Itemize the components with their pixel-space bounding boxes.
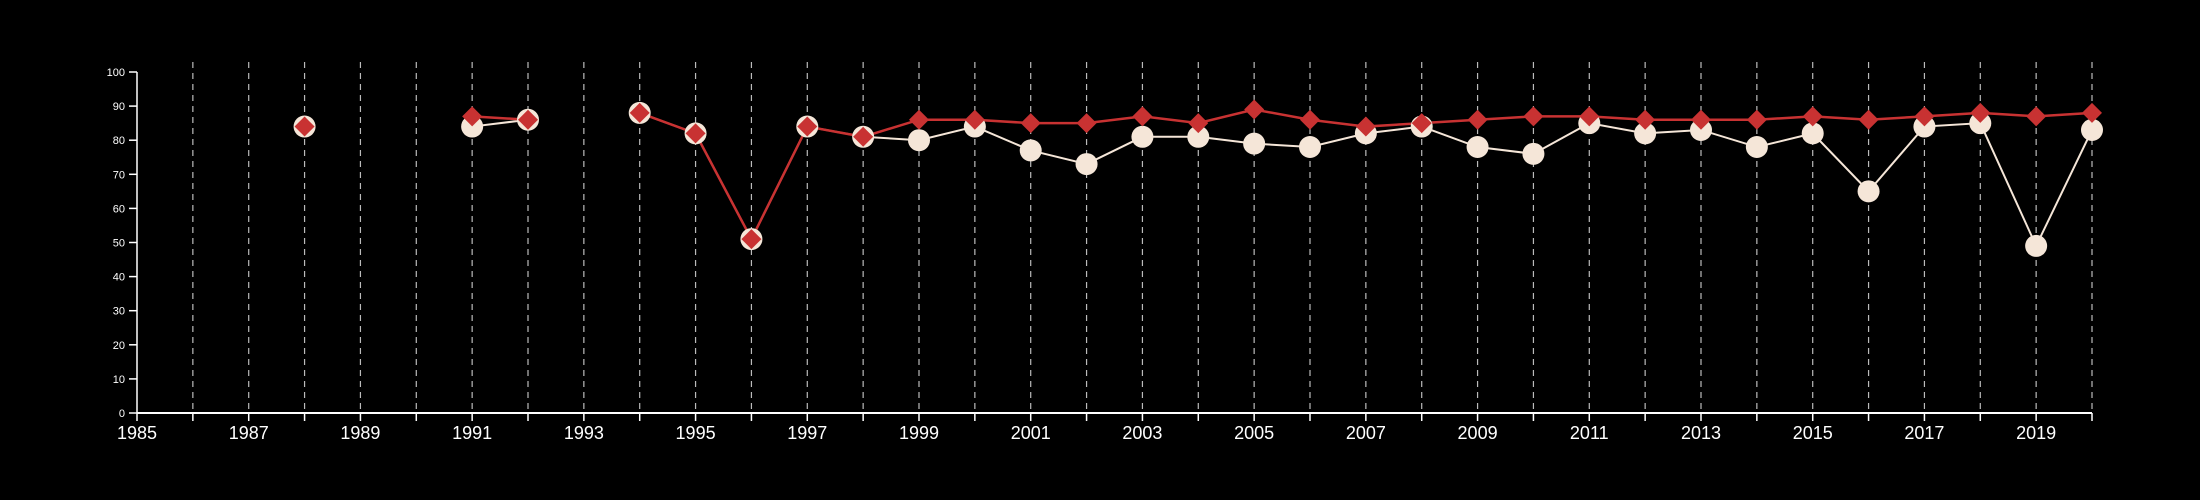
circle-point [1913,115,1936,138]
diamond-point [1076,113,1097,134]
x-tick-label: 2013 [1681,423,1721,443]
x-tick-label: 2005 [1234,423,1274,443]
circle-point [2081,118,2103,141]
diamond-point [1858,109,1879,130]
x-tick-label: 2019 [2016,423,2056,443]
x-tick-label: 2001 [1011,423,1051,443]
circle-point [1019,139,1042,162]
diamond-point [741,229,762,250]
circle-point [1801,122,1824,145]
circle-point [908,129,930,152]
circle-point [1075,153,1098,176]
diamond-point [964,109,985,130]
circle-point [1131,125,1154,148]
circle-point [1522,142,1545,165]
diamond-point [853,126,874,147]
x-tick-label: 1997 [787,423,827,443]
x-tick-label: 2003 [1122,423,1162,443]
x-tick-label: 1985 [117,423,157,443]
diamond-point [1635,109,1656,130]
x-tick-label: 2015 [1793,423,1833,443]
diamond-point [2082,102,2102,123]
diamond-point [1914,106,1935,127]
y-tick-label: 90 [113,101,125,113]
circle-point [461,115,484,138]
x-tick-label: 1987 [229,423,269,443]
diamond-point [518,109,538,130]
y-tick-label: 10 [113,374,125,386]
diamond-point [1188,113,1209,134]
diamond-point [797,116,818,137]
diamond-point [909,109,929,130]
diamond-point [1244,99,1265,120]
y-tick-label: 100 [107,67,125,79]
circle-point [2025,234,2048,257]
diamond-point [1523,106,1544,127]
diamond-point [2026,106,2047,127]
diamond-point [1411,113,1432,134]
diamond-point [1746,109,1767,130]
diamond-point [1579,106,1600,127]
x-tick-label: 1991 [452,423,492,443]
y-tick-label: 40 [113,272,125,284]
diamond-point [1970,102,1991,123]
diamond-point [1691,109,1711,130]
circle-point [1969,112,1992,135]
diamond-point [1467,109,1488,130]
circle-point [1466,136,1489,159]
circle-point [1745,136,1768,159]
diamond-point [294,116,315,137]
circle-point [1634,122,1657,145]
x-tick-label: 2017 [1904,423,1944,443]
diamond-point [685,123,706,144]
circle-point [1243,132,1266,155]
circle-point [1299,136,1321,159]
y-tick-label: 70 [113,169,125,181]
circle-point [1690,118,1712,141]
y-tick-label: 50 [113,238,125,250]
diamond-point [1300,109,1320,130]
series-layer [293,99,2103,257]
diamond-point [629,102,650,123]
x-tick-label: 1989 [340,423,380,443]
y-tick-label: 80 [113,135,125,147]
diamond-point [1802,106,1823,127]
diamond-point [1132,106,1153,127]
circle-point [1187,125,1210,148]
y-tick-label: 0 [119,408,125,420]
x-tick-label: 1993 [564,423,604,443]
x-tick-label: 1995 [676,423,716,443]
x-tick-label: 1999 [899,423,939,443]
diamond-point [462,106,483,127]
circle-point [1857,180,1880,203]
y-tick-label: 20 [113,340,125,352]
y-tick-label: 60 [113,203,125,215]
x-tick-label: 2007 [1346,423,1386,443]
diamond-point [1355,116,1376,137]
axes: 0 10 20 30 40 50 60 70 80 90 100 1985 1987 1989 1991 19… [107,67,2093,443]
x-tick-label: 2009 [1458,423,1498,443]
x-tick-label: 2011 [1570,423,1609,443]
diamond-point [1020,113,1041,134]
y-tick-label: 30 [113,306,125,318]
